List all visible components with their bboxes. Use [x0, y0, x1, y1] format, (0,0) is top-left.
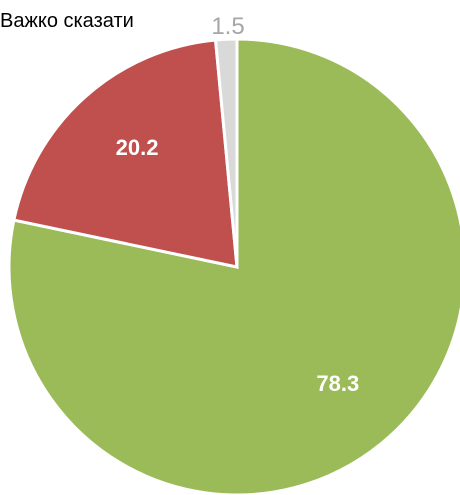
- data-label-gray-slice: 1.5: [211, 13, 244, 40]
- data-label-green-slice: 78.3: [316, 371, 359, 396]
- data-label-red-slice: 20.2: [116, 135, 159, 160]
- pie-slice-red: [12, 38, 239, 269]
- category-label-gray-slice: Важко сказати: [0, 10, 134, 32]
- pie-slice-gray: [213, 37, 239, 268]
- pie-slices: [7, 37, 460, 495]
